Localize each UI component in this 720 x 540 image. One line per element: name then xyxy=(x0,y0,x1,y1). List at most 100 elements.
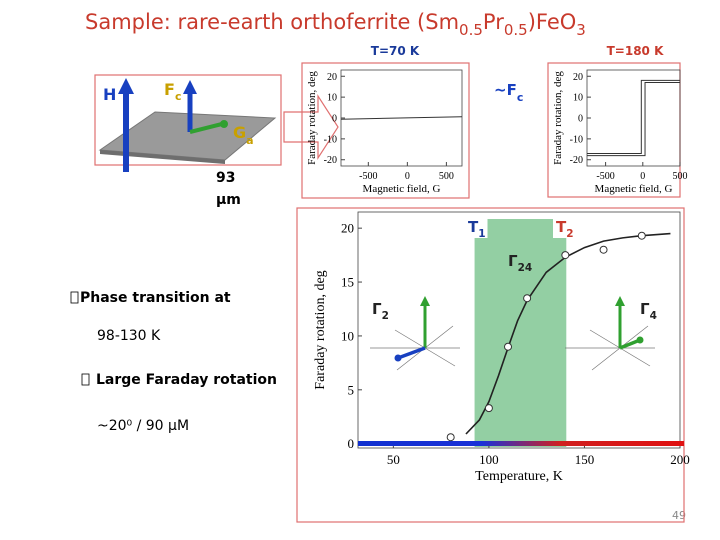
mode-label-sub: c xyxy=(517,91,524,104)
f-arrow-head xyxy=(183,80,197,94)
data-point xyxy=(484,404,493,413)
slide-title: Sample: rare-earth orthoferrite (Sm 0.5Pr… xyxy=(85,10,586,39)
annotation-sub: 1 xyxy=(478,228,485,240)
y-tick-label: 15 xyxy=(341,275,354,290)
annotation-main: Γ xyxy=(640,300,650,318)
y-axis-label: Faraday rotation, deg xyxy=(306,71,318,165)
plot-area xyxy=(586,69,681,167)
annotation-sub: 2 xyxy=(566,228,573,240)
inset-z-head xyxy=(615,296,625,306)
annotation-main: Γ xyxy=(372,300,382,318)
inset-vector xyxy=(619,338,641,350)
plot-area xyxy=(357,211,681,449)
data-point xyxy=(446,433,455,442)
annotation: T1 xyxy=(468,218,486,240)
g-label-main: G xyxy=(233,123,246,142)
annotation: T2 xyxy=(556,218,574,240)
symmetry-inset xyxy=(370,296,460,371)
g-arrow xyxy=(189,122,223,134)
inset-vector-head xyxy=(636,336,644,344)
y-tick-label: 10 xyxy=(327,93,337,104)
mode-label-main: ~F xyxy=(494,81,517,99)
f-label-main: F xyxy=(164,80,175,99)
title-part: Pr xyxy=(483,10,504,34)
title-part: )FeO xyxy=(528,10,577,34)
bullet-text: Large Faraday rotation xyxy=(96,372,277,388)
y-tick-label: 10 xyxy=(573,93,583,104)
inset-z-head xyxy=(420,296,430,306)
page-number: 49 xyxy=(672,509,686,522)
title-subscript: 0.5 xyxy=(504,21,528,39)
data-point xyxy=(504,342,513,351)
symmetry-inset xyxy=(565,296,655,371)
data-line xyxy=(465,232,671,435)
annotation-main: Γ xyxy=(508,252,518,270)
y-tick-label: 0 xyxy=(578,114,583,125)
bullet-box xyxy=(70,291,79,304)
chart-frame xyxy=(301,62,470,199)
x-axis-label: Magnetic field, G xyxy=(595,183,673,195)
plate-edge xyxy=(100,150,225,164)
y-tick-label: 20 xyxy=(341,221,354,236)
label-bg xyxy=(465,217,488,238)
shaded-range xyxy=(474,219,567,447)
y-tick-label: 10 xyxy=(341,328,354,343)
x-tick-label: 0 xyxy=(405,171,410,182)
h-label: H xyxy=(103,85,116,104)
annotation-sub: 24 xyxy=(518,262,533,274)
big-arrow xyxy=(283,93,339,161)
y-tick-label: 20 xyxy=(327,72,337,83)
y-axis-label: Faraday rotation, deg xyxy=(552,71,564,165)
x-tick-label: -500 xyxy=(359,171,377,182)
chart-frame xyxy=(296,207,685,523)
thickness-unit: µm xyxy=(216,192,241,208)
annotation: Γ2 xyxy=(372,300,389,322)
x-tick-label: 200 xyxy=(670,452,690,467)
x-tick-label: 100 xyxy=(479,452,499,467)
bullet-box xyxy=(81,373,90,386)
y-axis-label: Faraday rotation, deg xyxy=(313,270,328,389)
annotation-sub: 2 xyxy=(382,310,389,322)
x-tick-label: 0 xyxy=(640,171,645,182)
g-arrow-head xyxy=(220,120,228,128)
x-axis-label: Magnetic field, G xyxy=(363,183,441,195)
annotation-main: T xyxy=(468,218,479,236)
x-axis-label: Temperature, K xyxy=(475,469,563,484)
y-tick-label: 20 xyxy=(573,72,583,83)
x-tick-label: 50 xyxy=(387,452,400,467)
bullet-detail: ~20⁰ / 90 µM xyxy=(97,418,189,434)
annotation-sub: 4 xyxy=(650,310,657,322)
f-label: Fc xyxy=(164,80,181,103)
annotation: Γ24 xyxy=(508,252,532,274)
y-tick-label: 0 xyxy=(332,114,337,125)
annotation: Γ4 xyxy=(640,300,657,322)
diagram-frame xyxy=(94,74,282,166)
inset-vector xyxy=(397,346,426,360)
label-bg xyxy=(553,217,576,238)
data-point xyxy=(637,231,646,240)
y-tick-label: -20 xyxy=(570,155,583,166)
data-line xyxy=(340,116,463,120)
data-point xyxy=(523,294,532,303)
bullet-text: Phase transition at xyxy=(80,290,231,306)
data-line xyxy=(587,82,680,157)
title-subscript: 3 xyxy=(576,21,586,39)
bullet-detail: 98-130 K xyxy=(97,328,161,344)
inset-vector-head xyxy=(394,354,402,362)
data-line xyxy=(587,79,680,154)
y-tick-label: -10 xyxy=(324,134,337,145)
y-tick-label: -20 xyxy=(324,155,337,166)
title-part: Sample: rare-earth orthoferrite (Sm xyxy=(85,10,459,34)
sample-diagram: H Fc Ga 93 µm xyxy=(94,74,339,208)
y-tick-label: -10 xyxy=(570,134,583,145)
f-label-sub: c xyxy=(175,90,182,103)
x-tick-label: 150 xyxy=(575,452,595,467)
h-arrow-head xyxy=(118,78,134,94)
thickness: 93 xyxy=(216,170,235,186)
y-tick-label: 5 xyxy=(348,382,355,397)
chart: 0 5 10 15 20 50 100 150 200 Temperature, K Faraday… xyxy=(296,207,690,523)
chart-title: T=180 K xyxy=(607,44,664,58)
y-tick-label: 0 xyxy=(348,436,355,451)
